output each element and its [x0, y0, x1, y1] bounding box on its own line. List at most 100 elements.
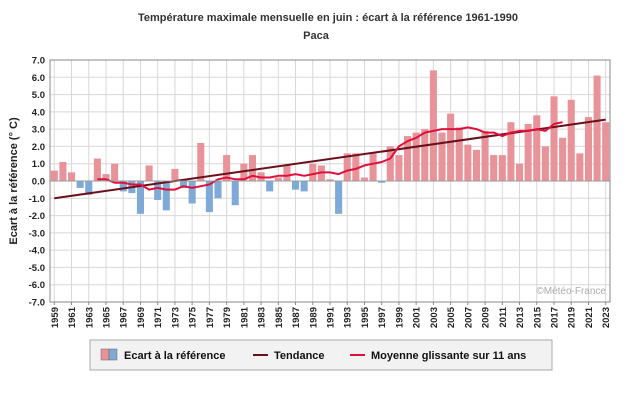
- bar: [240, 163, 248, 181]
- bar: [50, 170, 58, 181]
- bar: [498, 155, 506, 181]
- x-tick-label: 2019: [567, 307, 578, 328]
- bar: [369, 153, 377, 181]
- bar: [438, 132, 446, 181]
- chart-subtitle: Paca: [303, 30, 330, 42]
- x-tick-label: 1975: [188, 306, 199, 328]
- x-tick-label: 1995: [360, 306, 371, 328]
- grid: [50, 59, 610, 303]
- bar: [335, 181, 343, 214]
- bars: [50, 70, 610, 214]
- lines: [54, 118, 606, 200]
- x-tick-label: 2005: [446, 306, 457, 328]
- bar: [214, 181, 222, 199]
- bar: [550, 96, 558, 181]
- bar: [248, 155, 256, 181]
- y-ticks: 7.0 6.0 5.0 4.0 3.0 2.0 1.0 0.0 -1.0 -2.0 -3.0 -4.0…: [29, 56, 45, 309]
- y-tick-label: 0.0: [32, 177, 45, 188]
- x-tick-label: 1977: [205, 307, 216, 328]
- x-tick-label: 1985: [274, 306, 285, 328]
- legend-box: [89, 339, 553, 371]
- x-tick-label: 1979: [222, 307, 233, 328]
- y-tick-label: 3.0: [32, 125, 45, 136]
- bar: [490, 155, 498, 181]
- bar: [162, 181, 170, 211]
- bar: [507, 122, 515, 181]
- bar: [68, 172, 76, 181]
- bar: [171, 168, 179, 181]
- bar: [266, 181, 274, 192]
- x-tick-label: 1965: [102, 306, 113, 328]
- bar: [223, 155, 231, 181]
- y-tick-label: 7.0: [32, 56, 45, 67]
- y-tick-label: -3.0: [29, 228, 45, 239]
- bar: [378, 181, 386, 183]
- x-tick-label: 1991: [326, 306, 337, 328]
- bar: [343, 153, 351, 181]
- bar: [111, 163, 119, 181]
- bar: [274, 177, 282, 181]
- bar: [231, 181, 239, 206]
- legend-label-tendance: Tendance: [274, 350, 325, 362]
- x-tick-label: 1981: [239, 306, 250, 328]
- x-tick-label: 1961: [67, 306, 78, 328]
- bar: [300, 181, 308, 192]
- legend-label-ecart: Ecart à la référence: [124, 350, 226, 362]
- y-tick-label: 1.0: [32, 159, 45, 170]
- bar: [102, 174, 110, 181]
- bar: [472, 149, 480, 181]
- x-tick-label: 2007: [463, 307, 474, 328]
- y-axis-label: Ecart à la référence (° C): [8, 117, 20, 245]
- bar: [180, 181, 188, 188]
- y-tick-label: -4.0: [29, 246, 45, 257]
- x-tick-label: 2023: [601, 307, 612, 328]
- y-tick-label: 6.0: [32, 73, 45, 84]
- x-ticks: 1959 1961 1963 1965 1967 1969 1971 1973 1975 1977…: [50, 302, 612, 328]
- y-tick-label: -5.0: [29, 263, 45, 274]
- bar: [188, 181, 196, 204]
- bar: [481, 130, 489, 181]
- bar: [593, 75, 601, 181]
- bar: [455, 127, 463, 181]
- bar: [602, 122, 610, 181]
- bar: [567, 99, 575, 181]
- bar: [429, 70, 437, 181]
- x-tick-label: 2003: [429, 307, 440, 328]
- x-tick-label: 1999: [394, 307, 405, 328]
- bar: [309, 163, 317, 181]
- bar: [154, 181, 162, 201]
- bar: [136, 181, 144, 214]
- bar: [292, 181, 300, 190]
- bar: [412, 132, 420, 181]
- y-tick-label: -2.0: [29, 211, 45, 222]
- x-tick-label: 2011: [498, 306, 509, 327]
- y-tick-label: 5.0: [32, 90, 45, 101]
- x-tick-label: 1997: [377, 307, 388, 328]
- bar: [360, 177, 368, 181]
- legend: Ecart à la référence Tendance Moyenne gl…: [89, 339, 553, 371]
- bar: [404, 136, 412, 181]
- legend-swatch-bars: [100, 348, 118, 361]
- y-tick-label: -1.0: [29, 194, 45, 205]
- bar: [533, 115, 541, 181]
- x-tick-label: 1969: [136, 307, 147, 328]
- y-tick-label: -7.0: [29, 298, 45, 309]
- x-tick-label: 1989: [308, 307, 319, 328]
- bar: [326, 179, 334, 181]
- x-tick-label: 1987: [291, 307, 302, 328]
- x-tick-label: 2013: [515, 307, 526, 328]
- x-tick-label: 1959: [50, 307, 61, 328]
- bar: [76, 181, 84, 188]
- bar: [352, 153, 360, 181]
- bar: [205, 181, 213, 213]
- bar: [145, 165, 153, 181]
- x-tick-label: 2009: [481, 307, 492, 328]
- bar: [447, 113, 455, 181]
- bar: [516, 163, 524, 181]
- x-tick-label: 2015: [532, 306, 543, 328]
- bar: [197, 142, 205, 181]
- bar: [576, 153, 584, 181]
- x-tick-label: 1983: [257, 307, 268, 328]
- bar: [395, 155, 403, 181]
- bar: [119, 181, 127, 192]
